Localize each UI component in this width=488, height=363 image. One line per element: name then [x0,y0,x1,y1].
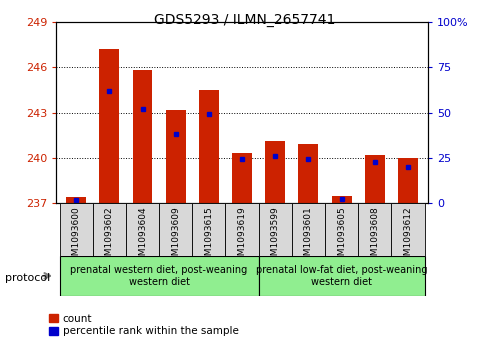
Text: prenatal western diet, post-weaning
western diet: prenatal western diet, post-weaning west… [70,265,247,287]
Bar [159,203,192,256]
Bar [66,197,86,203]
Bar [364,155,384,203]
Text: GSM1093599: GSM1093599 [270,206,279,267]
Legend: count, percentile rank within the sample: count, percentile rank within the sample [49,314,238,337]
Bar [199,90,218,203]
Bar [258,203,291,256]
Bar [264,141,285,203]
Text: GSM1093608: GSM1093608 [369,206,379,267]
Bar [258,256,424,296]
Text: GSM1093619: GSM1093619 [237,206,246,267]
Text: GSM1093612: GSM1093612 [403,206,411,266]
Text: prenatal low-fat diet, post-weaning
western diet: prenatal low-fat diet, post-weaning west… [255,265,427,287]
Bar [93,203,125,256]
Text: GSM1093600: GSM1093600 [72,206,81,267]
Bar [397,158,417,203]
Bar [291,203,325,256]
Text: GDS5293 / ILMN_2657741: GDS5293 / ILMN_2657741 [154,13,334,27]
Text: GSM1093604: GSM1093604 [138,206,147,266]
Text: GSM1093615: GSM1093615 [204,206,213,267]
Bar [125,203,159,256]
Text: GSM1093609: GSM1093609 [171,206,180,267]
Bar [60,203,93,256]
Text: GSM1093601: GSM1093601 [304,206,312,267]
Bar [232,154,251,203]
Bar [165,110,185,203]
Bar [132,70,152,203]
Bar [390,203,424,256]
Text: GSM1093602: GSM1093602 [104,206,114,266]
Bar [99,49,119,203]
Bar [60,256,258,296]
Bar [325,203,357,256]
Bar [331,196,351,203]
Bar [192,203,225,256]
Text: GSM1093605: GSM1093605 [336,206,346,267]
Bar [225,203,258,256]
Text: protocol: protocol [5,273,50,283]
Bar [357,203,390,256]
Bar [298,144,318,203]
